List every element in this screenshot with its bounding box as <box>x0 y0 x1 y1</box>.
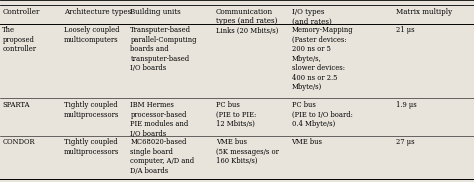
Text: Tightly coupled
multiprocessors: Tightly coupled multiprocessors <box>64 101 119 118</box>
Text: PC bus
(PIE to PIE:
12 Mbits/s): PC bus (PIE to PIE: 12 Mbits/s) <box>216 101 256 128</box>
Text: I/O types
(and rates): I/O types (and rates) <box>292 8 331 25</box>
Text: Matrix multiply: Matrix multiply <box>396 8 452 16</box>
Text: 1.9 μs: 1.9 μs <box>396 101 417 109</box>
Text: PC bus
(PIE to I/O board:
0.4 Mbyte/s): PC bus (PIE to I/O board: 0.4 Mbyte/s) <box>292 101 352 128</box>
Text: Transputer-based
parallel-Computing
boards and
transputer-based
I/O boards: Transputer-based parallel-Computing boar… <box>130 26 197 72</box>
Text: Links (20 Mbits/s): Links (20 Mbits/s) <box>216 26 278 34</box>
Text: IBM Hermes
processor-based
PIE modules and
I/O boards: IBM Hermes processor-based PIE modules a… <box>130 101 189 138</box>
Text: Loosely coupled
multicomputers: Loosely coupled multicomputers <box>64 26 119 44</box>
Text: Architecture types: Architecture types <box>64 8 131 16</box>
Text: Tightly coupled
multiprocessors: Tightly coupled multiprocessors <box>64 138 119 156</box>
Text: 27 μs: 27 μs <box>396 138 414 146</box>
Text: Memory-Mapping
(Faster devices:
200 ns or 5
Mbyte/s,
slower devices:
400 ns or 2: Memory-Mapping (Faster devices: 200 ns o… <box>292 26 353 91</box>
Text: Building units: Building units <box>130 8 181 16</box>
Text: VME bus
(5K messages/s or
160 Kbits/s): VME bus (5K messages/s or 160 Kbits/s) <box>216 138 279 165</box>
Text: The
proposed
controller: The proposed controller <box>2 26 36 53</box>
Text: 21 μs: 21 μs <box>396 26 414 34</box>
Text: SPARTA: SPARTA <box>2 101 30 109</box>
Text: CONDOR: CONDOR <box>2 138 35 146</box>
Text: VME bus: VME bus <box>292 138 322 146</box>
Text: MC68020-based
single board
computer, A/D and
D/A boards: MC68020-based single board computer, A/D… <box>130 138 194 175</box>
Text: Communication
types (and rates): Communication types (and rates) <box>216 8 277 25</box>
Text: Controller: Controller <box>2 8 40 16</box>
